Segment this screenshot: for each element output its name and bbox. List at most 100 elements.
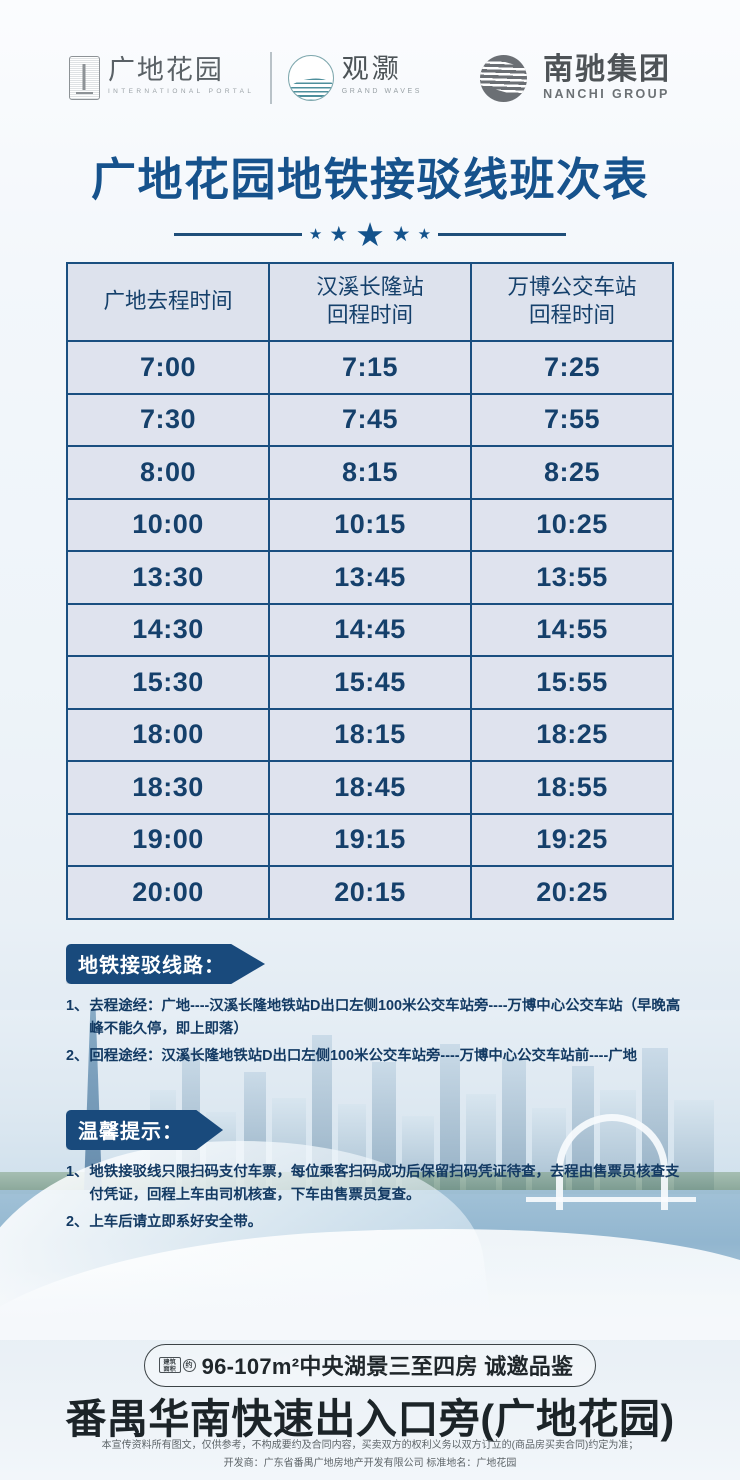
table-cell: 7:15	[268, 340, 472, 395]
table-row: 14:30 14:45 14:55	[66, 602, 674, 657]
table-row: 10:00 10:15 10:25	[66, 497, 674, 552]
table-cell: 19:15	[268, 812, 472, 867]
table-cell: 18:25	[470, 707, 674, 762]
table-cell: 13:45	[268, 550, 472, 605]
column-header-wanbo-return: 万博公交车站 回程时间	[470, 262, 674, 342]
table-head: 广地去程时间 汉溪长隆站 回程时间 万博公交车站 回程时间	[66, 262, 674, 342]
column-header-hanxi-return: 汉溪长隆站 回程时间	[268, 262, 472, 342]
table-cell: 18:30	[66, 760, 270, 815]
tips-item-text: 上车后请立即系好安全带。	[89, 1213, 263, 1230]
guangdi-garden-logo-icon	[68, 56, 100, 100]
nanchi-group-name-cn: 南驰集团	[543, 52, 672, 86]
tips-item: 2、 上车后请立即系好安全带。	[66, 1211, 686, 1234]
table-cell: 18:15	[268, 707, 472, 762]
table-cell: 15:30	[66, 655, 270, 710]
route-section: 地铁接驳线路： 1、 去程途经：广地----汉溪长隆地铁站D出口左侧100米公交…	[66, 944, 686, 1071]
approx-circle-icon: 约	[182, 1358, 196, 1372]
column-header-departure: 广地去程时间	[66, 262, 270, 342]
table-cell: 14:30	[66, 602, 270, 657]
column-header-line: 回程时间	[326, 303, 413, 327]
star-icon: ★	[417, 226, 432, 243]
project-address: 番禺华南快速出入口旁(广地花园)	[65, 1396, 675, 1442]
tips-item-number: 1、	[66, 1164, 89, 1180]
table-cell: 13:30	[66, 550, 270, 605]
table-cell: 7:00	[66, 340, 270, 395]
table-cell: 15:45	[268, 655, 472, 710]
tips-item: 1、 地铁接驳线只限扫码支付车票，每位乘客扫码成功后保留扫码凭证待查，去程由售票…	[66, 1161, 686, 1208]
table-row: 18:30 18:45 18:55	[66, 760, 674, 815]
table-cell: 14:55	[470, 602, 674, 657]
table-cell: 20:00	[66, 865, 270, 920]
table-cell: 10:25	[470, 497, 674, 552]
bottom-fade	[0, 1270, 740, 1340]
table-cell: 18:55	[470, 760, 674, 815]
route-section-tag: 地铁接驳线路：	[66, 944, 265, 984]
table-cell: 7:30	[66, 392, 270, 447]
table-cell: 10:15	[268, 497, 472, 552]
route-item-text: 去程途经：广地----汉溪长隆地铁站D出口左侧100米公交车站旁----万博中心…	[89, 998, 681, 1038]
table-cell: 15:55	[470, 655, 674, 710]
table-row: 7:00 7:15 7:25	[66, 340, 674, 395]
guangdi-garden-name-cn: 广地花园	[107, 55, 224, 85]
table-body: 7:00 7:15 7:25 7:30 7:45 7:55 8:00 8:15 8:25 10:0…	[66, 340, 674, 920]
logo-group-left: 广地花园 INTERNATIONAL PORTAL 观灏 GRAND WAVES	[68, 52, 423, 104]
building-area-badge-icon: 建筑 面积 约	[158, 1357, 196, 1373]
table-row: 7:30 7:45 7:55	[66, 392, 674, 447]
table-cell: 7:55	[470, 392, 674, 447]
table-cell: 8:00	[66, 445, 270, 500]
table-row: 15:30 15:45 15:55	[66, 655, 674, 710]
route-item-text: 回程途经：汉溪长隆地铁站D出口左侧100米公交车站旁----万博中心公交车站前-…	[89, 1047, 638, 1064]
table-header-row: 广地去程时间 汉溪长隆站 回程时间 万博公交车站 回程时间	[66, 262, 674, 342]
table-cell: 20:25	[470, 865, 674, 920]
logo-bar: 广地花园 INTERNATIONAL PORTAL 观灏 GRAND WAVES…	[0, 52, 740, 104]
guangdi-garden-logo: 广地花园 INTERNATIONAL PORTAL	[68, 55, 255, 100]
table-cell: 10:00	[66, 497, 270, 552]
table-cell: 13:55	[470, 550, 674, 605]
bridge-icon	[526, 1098, 696, 1210]
tips-section-tag: 温馨提示：	[66, 1110, 223, 1150]
star-icon: ★	[355, 216, 385, 253]
table-cell: 7:25	[470, 340, 674, 395]
grand-waves-name-cn: 观灏	[341, 54, 402, 84]
divider-line-right	[438, 233, 567, 236]
page-title: 广地花园地铁接驳线班次表	[90, 154, 649, 205]
schedule-table-wrapper: 广地去程时间 汉溪长隆站 回程时间 万博公交车站 回程时间 7:00 7:15 7:…	[66, 262, 674, 920]
star-icon: ★	[329, 223, 349, 246]
table-cell: 20:15	[268, 865, 472, 920]
logo-group-right: 南驰集团 NANCHI GROUP	[480, 52, 672, 102]
table-cell: 7:45	[268, 392, 472, 447]
table-cell: 19:00	[66, 812, 270, 867]
disclaimer-line-2: 开发商：广东省番禺广地房地产开发有限公司 标准地名：广地花园	[223, 1457, 517, 1469]
table-cell: 8:15	[268, 445, 472, 500]
grand-waves-logo: 观灏 GRAND WAVES	[287, 54, 423, 101]
column-header-line: 广地去程时间	[103, 289, 233, 314]
star-icon: ★	[391, 223, 411, 246]
route-item: 1、 去程途经：广地----汉溪长隆地铁站D出口左侧100米公交车站旁----万…	[66, 995, 686, 1042]
grand-waves-name-en: GRAND WAVES	[341, 88, 423, 96]
column-header-line: 回程时间	[528, 303, 615, 327]
table-cell: 14:45	[268, 602, 472, 657]
nanchi-group-name-en: NANCHI GROUP	[543, 87, 670, 102]
schedule-table: 广地去程时间 汉溪长隆站 回程时间 万博公交车站 回程时间 7:00 7:15 7:…	[66, 262, 674, 920]
city-skyline-photo	[0, 1010, 740, 1340]
table-cell: 8:25	[470, 445, 674, 500]
guangdi-garden-name-en: INTERNATIONAL PORTAL	[107, 88, 255, 96]
grand-waves-logo-icon	[287, 55, 334, 101]
legal-disclaimer: 本宣传资料所有图文，仅供参考，不构成要约及合同内容，买卖双方的权利义务以双方订立…	[0, 1437, 740, 1472]
tips-item-text: 地铁接驳线只限扫码支付车票，每位乘客扫码成功后保留扫码凭证待查，去程由售票员核查…	[89, 1164, 680, 1204]
route-section-lines: 1、 去程途经：广地----汉溪长隆地铁站D出口左侧100米公交车站旁----万…	[66, 995, 686, 1068]
footer-pill-wrapper: 建筑 面积 约 96-107m²中央湖景三至四房 诚邀品鉴	[0, 1344, 740, 1387]
table-cell: 18:00	[66, 707, 270, 762]
route-item-number: 1、	[66, 998, 89, 1014]
nanchi-group-logo-icon	[480, 54, 528, 102]
table-row: 13:30 13:45 13:55	[66, 550, 674, 605]
logo-separator	[270, 52, 272, 104]
table-row: 19:00 19:15 19:25	[66, 812, 674, 867]
column-header-line: 汉溪长隆站	[316, 275, 424, 300]
tips-section: 温馨提示： 1、 地铁接驳线只限扫码支付车票，每位乘客扫码成功后保留扫码凭证待查…	[66, 1110, 686, 1237]
disclaimer-line-1: 本宣传资料所有图文，仅供参考，不构成要约及合同内容，买卖双方的权利义务以双方订立…	[101, 1440, 639, 1451]
route-item-number: 2、	[66, 1047, 89, 1064]
divider-line-left	[173, 233, 302, 236]
table-row: 18:00 18:15 18:25	[66, 707, 674, 762]
